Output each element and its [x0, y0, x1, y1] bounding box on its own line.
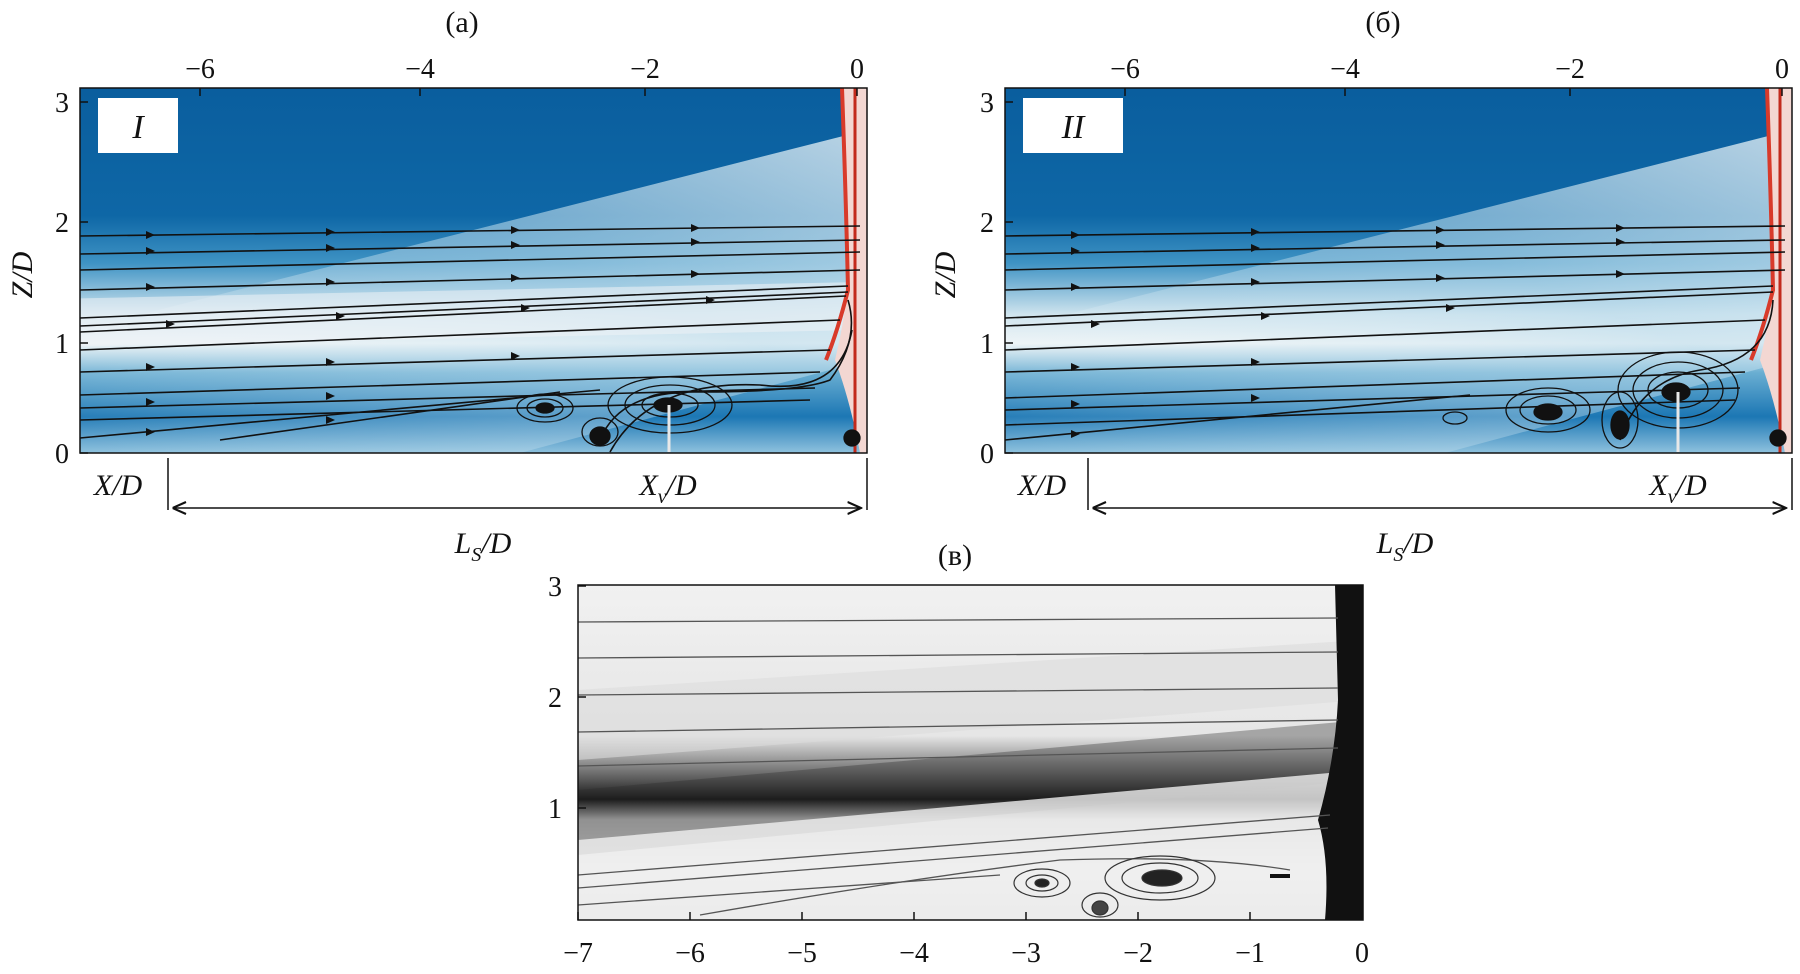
panel-c-ytick: 2	[548, 683, 562, 714]
panel-c-wall-region	[1318, 585, 1363, 920]
panel-c-xtick: −7	[563, 938, 593, 969]
panel-a-ytick: 3	[55, 88, 69, 119]
panel-a-frame	[79, 87, 868, 454]
panel-a-streamlines	[79, 225, 861, 453]
panel-b-xtick: −4	[1330, 54, 1360, 85]
panel-b-frame	[1004, 87, 1793, 454]
panel-b-label: (б)	[1365, 6, 1400, 39]
panel-b-ls-label: LS/D	[1376, 527, 1434, 566]
panel-b-xtick: 0	[1775, 54, 1789, 85]
panel-b-tag-box	[1023, 98, 1123, 153]
panel-c-xtick: −4	[899, 938, 929, 969]
panel-c-frame	[577, 584, 1364, 921]
panel-c: (в) −7 −6 −5	[548, 539, 1369, 969]
panel-b: (б)	[929, 6, 1793, 566]
panel-c-upper-gradient	[578, 640, 1363, 760]
panel-c-ytick: 1	[548, 794, 562, 825]
panel-a-shock-line	[824, 87, 851, 361]
panel-a-ytick: 1	[55, 329, 69, 360]
panel-b-shock-wedge	[1005, 130, 1792, 453]
panel-c-streamlines	[577, 617, 1339, 916]
panel-b-shock-line	[1749, 87, 1776, 361]
panel-b-xv-label: Xv/D	[1648, 469, 1707, 508]
panel-b-ytick: 1	[980, 329, 994, 360]
panel-a-xlabel: X/D	[93, 469, 143, 502]
panel-a-tick-marks	[80, 88, 858, 454]
panel-a-ylabel: Z/D	[6, 251, 39, 298]
panel-b-tag: II	[1061, 109, 1086, 146]
panel-c-ytick: 3	[548, 572, 562, 603]
panel-c-label: (в)	[938, 539, 972, 572]
panel-b-arrows	[1071, 224, 1625, 438]
panel-a-tag: I	[131, 109, 145, 146]
panel-a-arrows	[146, 224, 715, 436]
panel-a-xtick: 0	[850, 54, 864, 85]
panel-b-ytick: 3	[980, 88, 994, 119]
panel-b-xlabel: X/D	[1017, 469, 1067, 502]
panel-c-vortices	[1013, 855, 1290, 918]
panel-b-ytick: 0	[980, 439, 994, 470]
panel-b-ylabel: Z/D	[929, 251, 962, 298]
panel-c-xtick: 0	[1355, 938, 1369, 969]
panel-a: (a)	[6, 6, 868, 566]
panel-a-ls-label: LS/D	[454, 527, 512, 566]
panel-b-xtick: −6	[1110, 54, 1140, 85]
panel-a-tag-box	[98, 98, 178, 153]
panel-c-xtick: −1	[1235, 938, 1265, 969]
panel-b-tick-marks	[1005, 88, 1783, 454]
panel-b-xtick: −2	[1555, 54, 1585, 85]
panel-a-ytick: 2	[55, 208, 69, 239]
panel-c-xtick: −2	[1123, 938, 1153, 969]
panel-a-ytick: 0	[55, 439, 69, 470]
panel-b-streamlines	[1004, 225, 1786, 441]
panel-a-xtick: −2	[630, 54, 660, 85]
panel-b-ytick: 2	[980, 208, 994, 239]
panel-c-dark-band	[578, 720, 1363, 855]
panel-c-xtick: −3	[1011, 938, 1041, 969]
panel-a-xv-label: Xv/D	[638, 469, 697, 508]
panel-c-tick-marks	[577, 585, 1363, 920]
panel-c-xtick: −5	[787, 938, 817, 969]
panel-a-label: (a)	[445, 6, 478, 39]
panel-a-xtick: −4	[405, 54, 435, 85]
panel-a-xtick: −6	[185, 54, 215, 85]
panel-c-xtick: −6	[675, 938, 705, 969]
